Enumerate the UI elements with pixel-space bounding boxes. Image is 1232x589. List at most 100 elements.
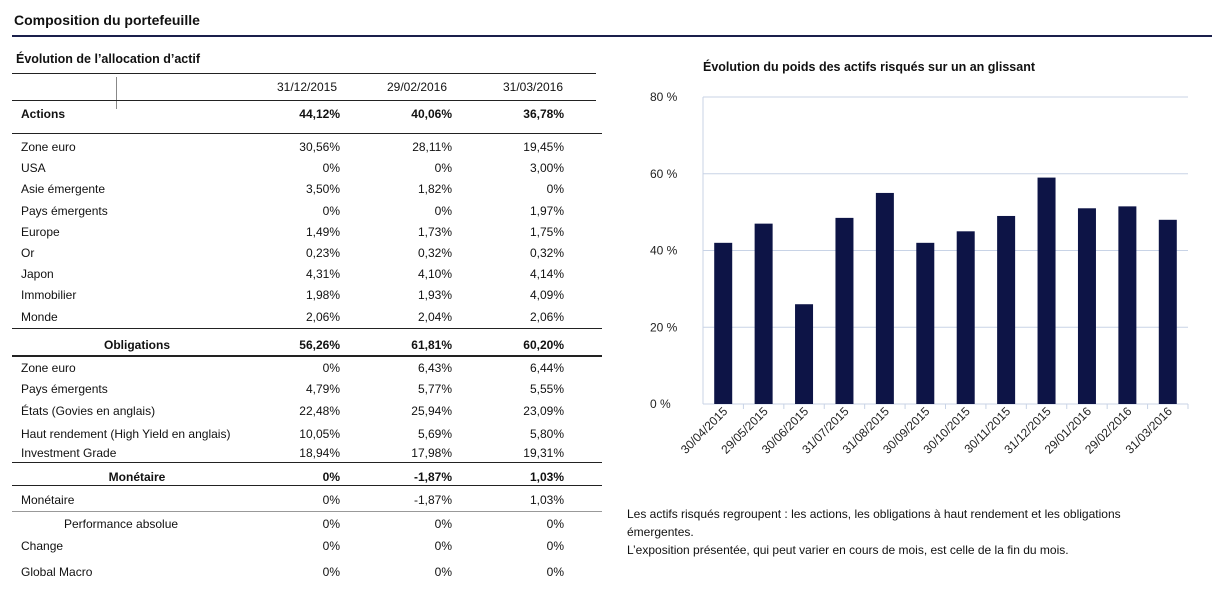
cell-value: 6,43%	[417, 361, 452, 375]
cell-value: 5,77%	[417, 382, 452, 396]
table-row: Haut rendement (High Yield en anglais) 10…	[12, 424, 596, 444]
cell-value: 1,82%	[417, 182, 452, 196]
row-separator	[12, 355, 602, 357]
row-separator	[12, 133, 602, 134]
row-separator	[12, 328, 602, 329]
cell-value: 60,20%	[523, 338, 564, 352]
row-label: Japon	[21, 267, 54, 281]
cell-value: 40,06%	[411, 107, 452, 121]
row-label: États (Govies en anglais)	[21, 404, 156, 418]
y-tick-label: 0 %	[650, 397, 671, 411]
cell-value: 4,10%	[417, 267, 452, 281]
cell-value: 0%	[322, 565, 340, 579]
cell-value: 23,09%	[523, 404, 564, 418]
table-header-row: 31/12/2015 29/02/2016 31/03/2016	[12, 77, 596, 97]
cell-value: 0%	[322, 361, 340, 375]
cell-value: 19,45%	[523, 140, 564, 154]
table-row: Investment Grade 18,94% 17,98% 19,31%	[12, 443, 596, 463]
bar	[1118, 206, 1137, 404]
table-row: Immobilier 1,98% 1,93% 4,09%	[12, 285, 596, 305]
cell-value: 1,75%	[529, 225, 564, 239]
cell-value: 0%	[546, 182, 564, 196]
row-label: Monétaire	[108, 470, 166, 484]
row-separator	[12, 511, 602, 512]
y-tick-label: 20 %	[650, 320, 678, 334]
cell-value: 1,03%	[529, 470, 564, 484]
cell-value: 0,32%	[417, 246, 452, 260]
row-label: Pays émergents	[21, 204, 108, 218]
y-tick-label: 40 %	[650, 244, 678, 258]
row-label: Asie émergente	[21, 182, 106, 196]
cell-value: 0%	[322, 470, 340, 484]
cell-value: 4,14%	[529, 267, 564, 281]
table-title: Évolution de l’allocation d’actif	[16, 52, 201, 66]
table-row: Or 0,23% 0,32% 0,32%	[12, 243, 596, 263]
cell-value: 17,98%	[411, 446, 452, 460]
cell-value: 44,12%	[299, 107, 340, 121]
header-divider	[116, 77, 117, 109]
table-row: Monétaire 0% -1,87% 1,03%	[12, 467, 596, 487]
cell-value: 28,11%	[412, 140, 452, 154]
row-separator	[12, 485, 602, 486]
header-rule	[12, 100, 596, 101]
table-row: USA 0% 0% 3,00%	[12, 158, 596, 178]
title-rule	[12, 35, 1212, 37]
row-label: Global Macro	[21, 565, 93, 579]
bar	[714, 242, 733, 404]
page-title: Composition du portefeuille	[14, 12, 200, 28]
row-label: Performance absolue	[64, 517, 179, 531]
table-row: Monétaire 0% -1,87% 1,03%	[12, 490, 596, 510]
bar	[956, 231, 975, 404]
chart-title: Évolution du poids des actifs risqués su…	[703, 60, 1036, 74]
row-label: Zone euro	[21, 361, 76, 375]
table-top-rule	[12, 73, 596, 74]
cell-value: 2,06%	[529, 310, 564, 324]
cell-value: 1,73%	[417, 225, 452, 239]
row-label: USA	[21, 161, 46, 175]
row-label: Obligations	[104, 338, 170, 352]
bar	[1158, 219, 1177, 404]
cell-value: 4,79%	[305, 382, 340, 396]
cell-value: 2,06%	[305, 310, 340, 324]
row-label: Actions	[21, 107, 66, 121]
cell-value: 0%	[434, 539, 452, 553]
y-tick-label: 60 %	[650, 167, 678, 181]
cell-value: 1,93%	[417, 288, 452, 302]
row-label: Change	[21, 539, 64, 553]
table-row: Pays émergents 0% 0% 1,97%	[12, 201, 596, 221]
note-line: Les actifs risqués regroupent : les acti…	[627, 507, 1121, 539]
cell-value: 18,94%	[299, 446, 340, 460]
table-row: Zone euro 30,56% 28,11% 19,45%	[12, 137, 596, 157]
cell-value: 4,09%	[529, 288, 564, 302]
table-row: Actions 44,12% 40,06% 36,78%	[12, 104, 596, 124]
table-row: Obligations 56,26% 61,81% 60,20%	[12, 335, 596, 355]
cell-value: 1,03%	[529, 493, 564, 507]
cell-value: 0%	[434, 161, 452, 175]
cell-value: 0%	[322, 204, 340, 218]
row-separator	[12, 462, 602, 463]
cell-value: 6,44%	[529, 361, 564, 375]
table-row: États (Govies en anglais) 22,48% 25,94% 23,…	[12, 401, 596, 421]
table-row: Asie émergente 3,50% 1,82% 0%	[12, 179, 596, 199]
table-row: Performance absolue 0% 0% 0%	[12, 514, 596, 534]
cell-value: 5,80%	[529, 427, 564, 441]
cell-value: 61,81%	[411, 338, 452, 352]
cell-value: 2,04%	[417, 310, 452, 324]
y-tick-label: 80 %	[650, 90, 678, 104]
bar	[1037, 177, 1056, 404]
chart-note: Les actifs risqués regroupent : les acti…	[627, 505, 1187, 559]
cell-value: 5,69%	[417, 427, 452, 441]
column-header: 29/02/2016	[386, 80, 448, 94]
row-label: Haut rendement (High Yield en anglais)	[21, 427, 231, 441]
note-line: L’exposition présentée, qui peut varier …	[627, 543, 1069, 557]
cell-value: 0%	[546, 565, 564, 579]
cell-value: 0%	[546, 517, 564, 531]
bar	[795, 304, 814, 404]
row-label: Investment Grade	[21, 446, 117, 460]
cell-value: 10,05%	[299, 427, 340, 441]
table-row: Change 0% 0% 0%	[12, 536, 596, 556]
cell-value: 22,48%	[299, 404, 340, 418]
row-label: Monétaire	[21, 493, 75, 507]
row-label: Pays émergents	[21, 382, 108, 396]
bar	[1077, 208, 1096, 404]
